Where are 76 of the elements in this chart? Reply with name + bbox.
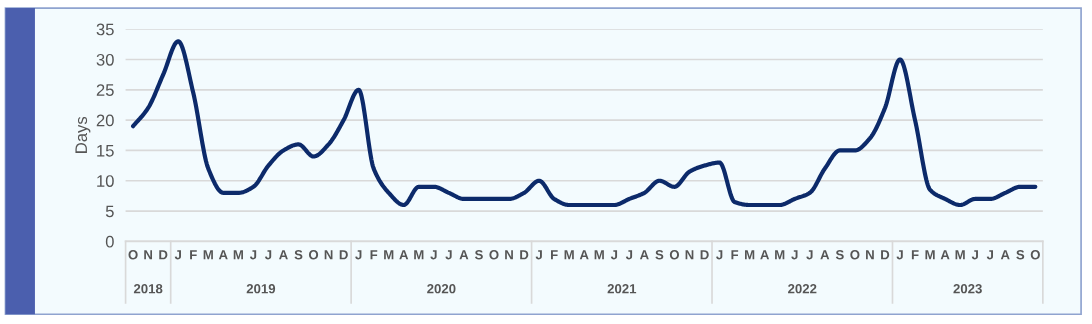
x-tick-label: O [128,250,138,260]
x-tick-label: N [144,250,153,260]
x-tick-label: J [896,250,903,260]
x2-tick-label: 2018 [133,284,163,294]
x-tick-label: A [639,250,649,260]
x-tick-label: M [594,250,604,260]
x-tick-label: O [1030,250,1040,260]
x-tick-label: F [551,250,558,260]
x2-tick-label: 2022 [788,284,817,294]
x-tick-label: M [925,250,935,260]
x-tick-label: F [911,250,919,260]
x-tick-label: N [685,250,694,260]
x-tick-label: J [445,250,452,260]
x-tick-label: A [459,250,469,260]
x-tick-label: J [264,250,272,260]
x-tick-label: M [745,250,755,260]
x-tick-label: D [339,250,348,260]
x-tick-label: D [520,250,529,260]
x-tick-label: M [203,250,213,260]
x-tick-label: J [430,250,437,260]
y-tick-label: 35 [96,23,114,36]
x-tick-label: J [716,250,723,260]
x-tick-label: J [610,250,618,260]
y-tick-label: 25 [96,84,114,96]
y-tick-label: 0 [105,235,114,248]
x-tick-label: O [489,250,499,260]
x-tick-label: F [370,250,378,260]
x-tick-label: J [355,250,362,260]
y-tick-label: 10 [97,175,114,187]
x-tick-label: J [806,250,813,260]
x2-tick-label: 2021 [607,284,637,294]
x2-tick-label: 2019 [246,284,276,294]
x-tick-label: M [414,250,424,260]
x-tick-label: J [971,250,978,260]
x-tick-label: N [866,250,874,260]
x-tick-label: M [384,250,394,260]
x-tick-label: S [1016,250,1025,260]
x2-tick-label: 2020 [427,284,456,294]
x-tick-label: A [279,250,288,260]
y-axis-title: Days [75,116,91,153]
x2-tick-label: 2023 [953,284,982,294]
x-tick-label: M [775,250,785,260]
x-tick-label: J [791,250,798,260]
x-tick-label: D [700,250,709,260]
x-tick-label: M [955,250,965,260]
x-tick-label: D [159,250,168,260]
x-tick-label: S [655,250,664,260]
x-tick-label: A [820,250,830,260]
y-tick-label: 20 [96,114,114,127]
x-tick-label: O [850,250,860,260]
x-tick-label: O [669,250,680,260]
x-tick-label: J [535,250,542,260]
x-tick-label: M [233,250,243,260]
x-tick-label: O [308,250,319,260]
x-tick-label: F [731,250,739,260]
x-tick-label: J [986,250,993,260]
y-tick-label: 30 [96,53,114,66]
x-tick-label: A [218,250,228,260]
x-tick-label: A [399,250,409,260]
x-tick-label: S [835,250,844,260]
y-tick-label: 5 [105,205,114,218]
x-tick-label: N [324,250,333,260]
x-tick-label: J [174,250,181,260]
x-tick-label: M [564,250,574,260]
x-tick-label: A [1000,250,1010,260]
x-tick-label: A [579,250,589,260]
x-tick-label: D [881,250,890,260]
x-tick-label: J [249,250,257,260]
x-tick-label: A [940,250,950,260]
x-tick-label: S [474,250,483,260]
x-tick-label: F [190,250,197,260]
x-tick-label: N [505,250,513,260]
x-tick-label: A [760,250,770,260]
y-tick-label: 15 [97,145,114,157]
x-tick-label: S [294,250,303,260]
x-tick-label: J [625,250,633,260]
